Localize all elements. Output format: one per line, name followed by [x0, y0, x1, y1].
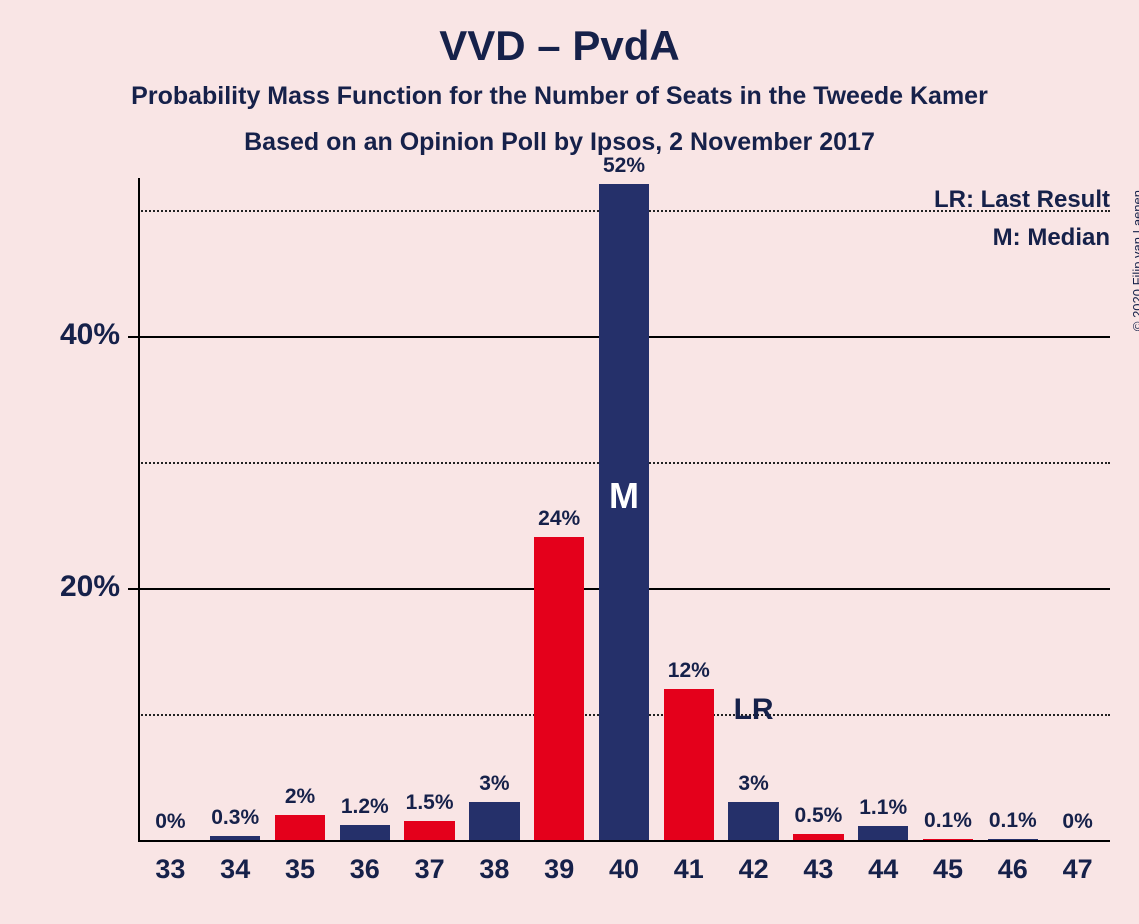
bar-value-label: 2% [268, 785, 333, 809]
xtick-label: 40 [592, 854, 657, 885]
y-axis [138, 178, 140, 840]
xtick-label: 35 [268, 854, 333, 885]
copyright-text: © 2020 Filip van Laenen [1130, 190, 1139, 331]
bar [923, 839, 974, 840]
bar [210, 836, 261, 840]
xtick-label: 37 [397, 854, 462, 885]
bar-value-label: 1.1% [851, 796, 916, 820]
chart-plot-area: 20%40%LR: Last ResultM: Median0%330.3%34… [138, 178, 1110, 840]
bar-value-label: 0.1% [916, 809, 981, 833]
bar [340, 825, 391, 840]
bar-value-label: 24% [527, 507, 592, 531]
ytick-mark [128, 336, 138, 338]
chart-subtitle-2: Based on an Opinion Poll by Ipsos, 2 Nov… [0, 128, 1119, 157]
ytick-mark [128, 588, 138, 590]
bar-value-label: 0% [138, 810, 203, 834]
xtick-label: 39 [527, 854, 592, 885]
xtick-label: 47 [1045, 854, 1110, 885]
plot: 20%40%LR: Last ResultM: Median0%330.3%34… [138, 178, 1110, 840]
bar [275, 815, 326, 840]
chart-title: VVD – PvdA [0, 22, 1119, 70]
bar [858, 826, 909, 840]
bar-value-label: 0.5% [786, 804, 851, 828]
ytick-label: 20% [10, 570, 120, 604]
bar [793, 834, 844, 840]
x-axis [138, 840, 1110, 842]
xtick-label: 41 [656, 854, 721, 885]
xtick-label: 43 [786, 854, 851, 885]
legend-lr: LR: Last Result [934, 186, 1110, 214]
ytick-label: 40% [10, 318, 120, 352]
xtick-label: 36 [332, 854, 397, 885]
xtick-label: 33 [138, 854, 203, 885]
bar-value-label: 1.2% [332, 795, 397, 819]
bar-value-label: 0.1% [980, 809, 1045, 833]
bar [988, 839, 1039, 840]
xtick-label: 45 [916, 854, 981, 885]
xtick-label: 46 [980, 854, 1045, 885]
xtick-label: 38 [462, 854, 527, 885]
xtick-label: 44 [851, 854, 916, 885]
bar [728, 802, 779, 840]
bar-value-label: 12% [656, 659, 721, 683]
bar-value-label: 0% [1045, 810, 1110, 834]
xtick-label: 42 [721, 854, 786, 885]
last-result-marker: LR [721, 693, 786, 727]
bar-value-label: 3% [462, 772, 527, 796]
legend-median: M: Median [993, 224, 1110, 252]
bar-value-label: 1.5% [397, 791, 462, 815]
xtick-label: 34 [203, 854, 268, 885]
bar [469, 802, 520, 840]
bar [534, 537, 585, 840]
bar [664, 689, 715, 840]
bar [404, 821, 455, 840]
bar-value-label: 52% [592, 154, 657, 178]
median-marker: M [599, 475, 650, 517]
bar-value-label: 0.3% [203, 806, 268, 830]
bar-value-label: 3% [721, 772, 786, 796]
chart-subtitle-1: Probability Mass Function for the Number… [0, 82, 1119, 111]
